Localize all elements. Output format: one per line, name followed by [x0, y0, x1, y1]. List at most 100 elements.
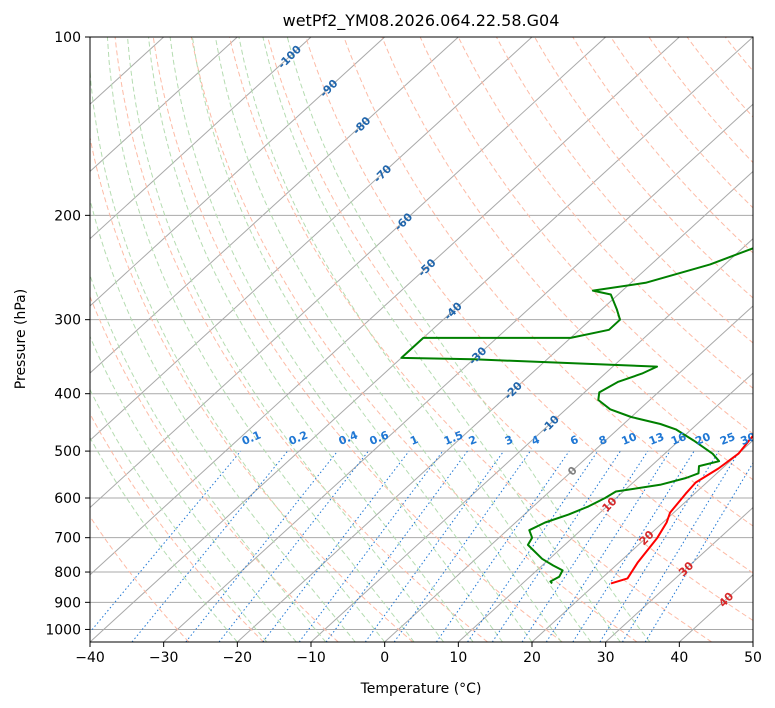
mixing-ratio-line — [218, 450, 369, 642]
x-axis-label: Temperature (°C) — [360, 681, 482, 697]
dry-adiabat-line — [381, 37, 753, 481]
isotherm-line — [90, 37, 533, 442]
x-tick-label: −20 — [223, 650, 253, 666]
dry-adiabat-line — [90, 515, 190, 642]
dry-adiabat-line — [90, 412, 264, 642]
mixing-ratio-label: 4 — [530, 433, 542, 448]
mixing-ratio-line — [298, 450, 444, 642]
mixing-ratio-label: 6 — [568, 433, 580, 448]
isotherm-line — [90, 37, 680, 576]
moist-adiabat-line — [90, 273, 327, 642]
dry-adiabat-line — [343, 37, 753, 527]
isotherm-line — [90, 37, 312, 240]
isotherm-line — [384, 305, 753, 642]
dry-adiabat-line — [572, 37, 753, 254]
mixing-ratio-label: 10 — [620, 430, 639, 448]
y-tick-label: 300 — [54, 313, 81, 329]
moist-adiabat-line — [191, 37, 533, 642]
moist-adiabat-line — [169, 37, 503, 642]
x-tick-label: 20 — [523, 650, 541, 666]
x-tick-label: −30 — [149, 650, 179, 666]
dry-adiabat-line — [724, 37, 753, 72]
dry-adiabat-line — [763, 37, 775, 642]
isotherm-line — [236, 170, 753, 642]
moist-adiabat-line — [286, 37, 651, 642]
isotherm-line — [90, 37, 386, 307]
x-tick-label: −40 — [75, 650, 105, 666]
moist-adiabat-line — [214, 37, 562, 642]
mixing-ratio-label: 36 — [759, 430, 775, 448]
isotherm-line — [90, 37, 238, 173]
mixing-ratio-label: 25 — [718, 430, 737, 448]
dry-adiabat-line — [229, 37, 712, 642]
y-tick-label: 700 — [54, 531, 81, 547]
mixing-ratio-line — [644, 461, 753, 642]
isotherm-line — [90, 37, 459, 374]
x-tick-label: −10 — [296, 650, 326, 666]
temperature-profile-line — [610, 434, 753, 585]
x-tick-label: 30 — [597, 650, 615, 666]
plot-frame — [89, 36, 754, 643]
mixing-ratio-label: 1 — [408, 433, 420, 448]
y-tick-label: 900 — [54, 595, 81, 611]
mixing-ratio-line — [393, 450, 531, 642]
mixing-ratio-line — [90, 450, 242, 633]
isotherm-line — [752, 641, 753, 642]
isotherm-line — [457, 372, 753, 642]
dry-adiabat-line — [190, 37, 638, 642]
mixing-ratio-label: 30 — [739, 430, 758, 448]
dry-adiabat-line — [534, 37, 753, 299]
moist-adiabat-line — [90, 388, 268, 642]
y-tick-label: 800 — [54, 565, 81, 581]
mixing-ratio-line — [467, 450, 599, 642]
mixing-ratio-label: 20 — [693, 430, 712, 448]
mixing-ratio-line — [185, 450, 338, 642]
mixing-ratio-line — [131, 450, 288, 642]
isotherm-line — [163, 103, 753, 642]
moist-adiabat-line — [90, 436, 238, 642]
mixing-ratio-line — [262, 450, 410, 642]
dry-adiabat-line — [90, 295, 339, 642]
dry-adiabat-line — [267, 37, 753, 622]
mixing-ratio-line — [621, 450, 740, 642]
mixing-ratio-line — [599, 450, 720, 642]
dry-adiabat-line — [457, 37, 753, 389]
mixing-ratio-label: 13 — [647, 430, 666, 448]
dry-adiabat-line — [686, 37, 753, 118]
isotherm-line — [605, 506, 753, 642]
mixing-ratio-label: 0.1 — [240, 429, 263, 448]
dry-adiabat-line — [419, 37, 753, 435]
mixing-ratio-line — [572, 450, 695, 642]
y-tick-label: 500 — [54, 444, 81, 460]
mixing-ratio-line — [364, 450, 505, 642]
dewpoint-profile-line — [400, 247, 753, 585]
moist-adiabat-line — [90, 65, 386, 642]
moist-adiabat-line — [90, 197, 356, 642]
y-tick-label: 400 — [54, 387, 81, 403]
x-tick-label: 50 — [744, 650, 762, 666]
dry-adiabat-line — [648, 37, 753, 164]
mixing-ratio-label: 0.4 — [337, 428, 360, 447]
dry-adiabat-line — [610, 37, 753, 209]
y-tick-label: 200 — [54, 208, 81, 224]
isotherm-line — [531, 439, 753, 642]
dry-adiabat-line — [114, 37, 488, 642]
mixing-ratio-label: 1.5 — [442, 429, 465, 448]
mixing-ratio-label: 3 — [503, 433, 515, 448]
mixing-ratio-label: 8 — [597, 433, 609, 448]
moist-adiabat-line — [127, 37, 444, 642]
y-tick-label: 100 — [54, 30, 81, 46]
mixing-ratio-line — [325, 450, 468, 642]
mixing-ratio-line — [435, 450, 570, 642]
dry-adiabat-line — [90, 135, 414, 642]
isotherm-line — [90, 37, 607, 509]
y-tick-label: 1000 — [45, 622, 81, 638]
chart-title: wetPf2_YM08.2026.064.22.58.G04 — [283, 11, 560, 31]
x-tick-label: 40 — [670, 650, 688, 666]
dry-adiabat-line — [305, 37, 753, 574]
moist-adiabat-line — [148, 37, 474, 642]
y-axis-label: Pressure (hPa) — [13, 289, 29, 389]
x-tick-label: 10 — [449, 650, 467, 666]
x-tick-label: 0 — [380, 650, 389, 666]
